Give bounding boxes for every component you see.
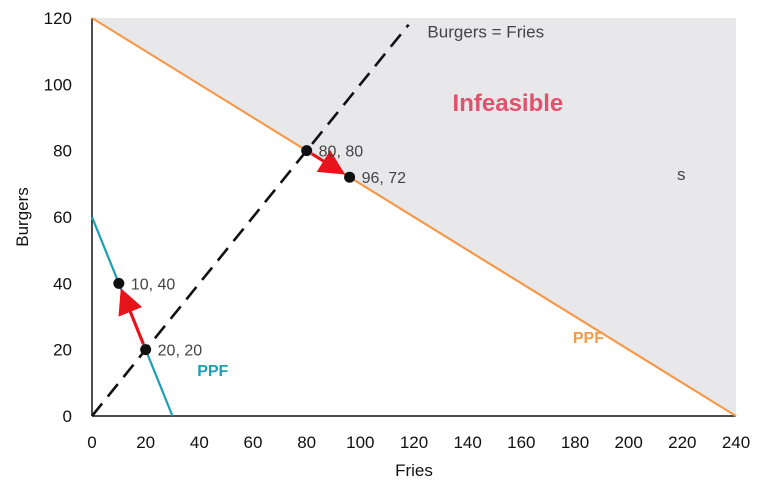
axes: 0 20 40 60 80 100 120 140 160 180 200 220 240 0 20 40 60… <box>44 9 751 452</box>
series-ppf-outer <box>91 17 737 417</box>
y-tick-label: 120 <box>44 9 72 28</box>
x-tick-label: 180 <box>561 433 589 452</box>
point-label: 96, 72 <box>362 170 407 187</box>
y-tick-label: 100 <box>44 75 72 94</box>
x-tick-label: 120 <box>400 433 428 452</box>
point-label: 20, 20 <box>158 343 203 360</box>
x-tick-label: 220 <box>668 433 696 452</box>
x-tick-label: 240 <box>722 433 750 452</box>
infeasible-label: Infeasible <box>453 90 564 117</box>
x-tick-label: 60 <box>244 433 263 452</box>
x-tick-label: 0 <box>87 433 96 452</box>
arrow-2 <box>310 150 346 175</box>
data-point <box>344 171 356 183</box>
annotation-label: s <box>677 165 686 184</box>
data-point <box>140 344 152 356</box>
x-axis-title: Fries <box>395 461 433 480</box>
data-point <box>113 277 125 289</box>
x-tick-label: 100 <box>346 433 374 452</box>
y-axis-title: Burgers <box>13 187 32 247</box>
ppf-label: PPF <box>573 330 604 347</box>
point-layer <box>113 145 356 356</box>
arrow-1 <box>118 288 145 345</box>
x-tick-label: 40 <box>190 433 209 452</box>
point-label: 80, 80 <box>319 144 364 161</box>
y-tick-label: 60 <box>53 208 72 227</box>
x-tick-label: 140 <box>453 433 481 452</box>
y-tick-label: 80 <box>53 142 72 161</box>
y-tick-label: 40 <box>53 274 72 293</box>
label-layer: 20, 20 10, 40 80, 80 96, 72 Infeasible PPF PPF… <box>131 22 686 380</box>
x-tick-label: 80 <box>297 433 316 452</box>
data-point <box>301 145 313 157</box>
arrow-layer <box>118 150 346 345</box>
x-tick-label: 160 <box>507 433 535 452</box>
point-label: 10, 40 <box>131 276 176 293</box>
ppf-label: PPF <box>197 363 228 380</box>
y-tick-label: 0 <box>63 407 72 426</box>
y-tick-label: 20 <box>53 341 72 360</box>
x-tick-label: 200 <box>614 433 642 452</box>
x-tick-label: 20 <box>136 433 155 452</box>
annotation-label: Burgers = Fries <box>427 22 544 41</box>
